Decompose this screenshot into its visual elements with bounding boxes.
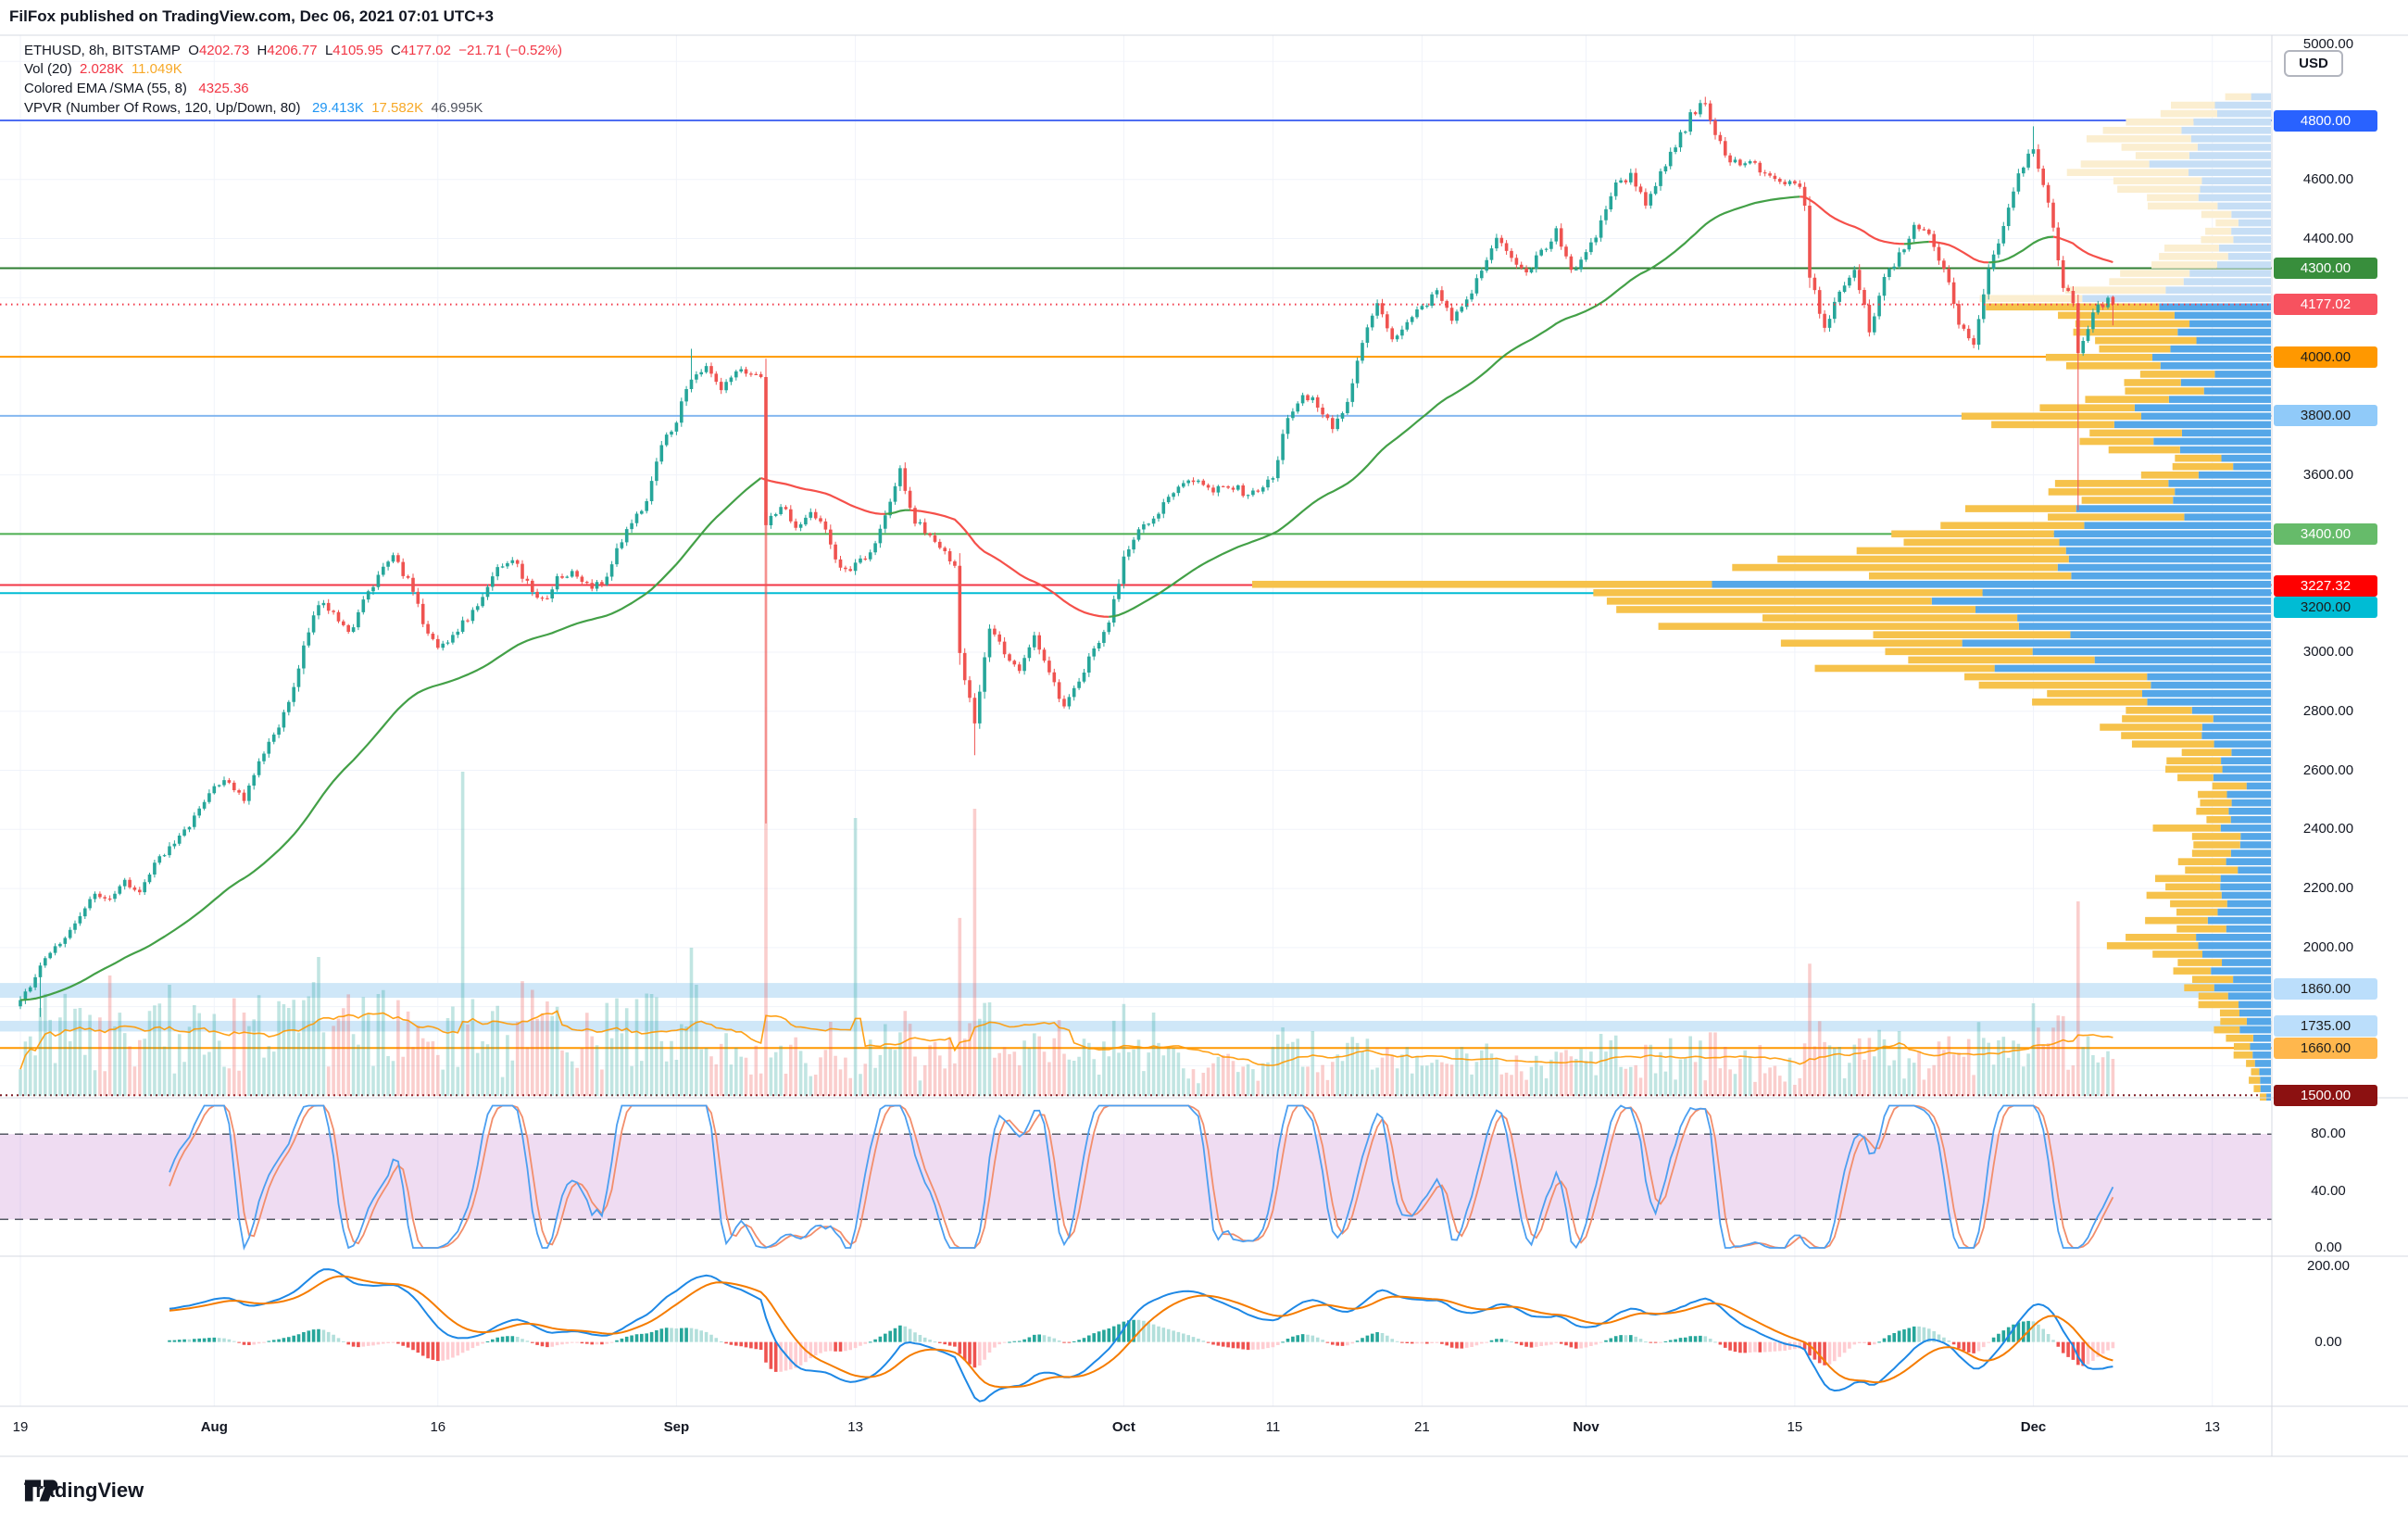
ema-value: 4325.36 [198,81,249,96]
volume-label: Vol (20) [24,61,72,77]
price-badge-3227.32: 3227.32 [2274,574,2377,597]
publish-header: FilFox published on TradingView.com, Dec… [9,7,494,25]
price-badge-1735.00: 1735.00 [2274,1014,2377,1037]
open-label: O [188,43,199,58]
high-value: 4206.77 [267,43,318,58]
stoch-tick-80.00: 80.00 [2311,1126,2346,1142]
time-tick-19: 19 [12,1419,29,1435]
price-tick-2800.00: 2800.00 [2302,702,2354,719]
price-badge-3800.00: 3800.00 [2274,405,2377,427]
currency-toggle-button[interactable]: USD [2284,50,2343,77]
legend-ema-row[interactable]: Colored EMA /SMA (55, 8) 4325.36 [24,81,249,96]
macd-signal-line [169,1275,2113,1389]
low-value: 4105.95 [332,43,383,58]
ema-line [19,195,2113,1001]
low-label: L [324,43,333,58]
time-tick-15: 15 [1787,1419,1803,1435]
legend-volume-row[interactable]: Vol (20) 2.028K 11.049K [24,61,182,77]
tradingview-logo [24,1479,58,1502]
change-value: −21.71 (−0.52%) [458,43,563,58]
legend-symbol-row[interactable]: ETHUSD, 8h, BITSTAMP O4202.73 H4206.77 L… [24,43,562,58]
vpvr-label: VPVR (Number Of Rows, 120, Up/Down, 80) [24,100,301,116]
price-tick-2000.00: 2000.00 [2302,938,2354,955]
volume-ma-value: 11.049K [131,61,182,77]
vpvr-profile [1252,93,2271,1101]
close-label: C [390,43,401,58]
price-badge-1660.00: 1660.00 [2274,1037,2377,1059]
stoch-k-line [169,1104,2114,1251]
open-value: 4202.73 [198,43,250,58]
price-tick-2400.00: 2400.00 [2302,821,2354,837]
macd-tick-0.00: 0.00 [2314,1333,2342,1350]
stoch-tick-0.00: 0.00 [2314,1240,2342,1255]
macd-pane [168,1268,2115,1403]
price-tick-5000.00: 5000.00 [2302,36,2354,52]
time-tick-16: 16 [430,1419,446,1435]
stoch-rsi-pane [0,1104,2272,1251]
price-badge-4800.00: 4800.00 [2274,109,2377,132]
candlesticks [19,96,2115,1017]
time-tick-Nov: Nov [1573,1419,1599,1435]
macd-tick-200.00: 200.00 [2307,1257,2350,1274]
vpvr-down-value: 17.582K [371,100,424,116]
time-tick-Aug: Aug [200,1419,228,1435]
time-tick-Dec: Dec [2020,1419,2047,1435]
price-badge-4000.00: 4000.00 [2274,346,2377,368]
time-tick-13: 13 [2204,1419,2221,1435]
price-tick-4600.00: 4600.00 [2302,170,2354,187]
legend-vpvr-row[interactable]: VPVR (Number Of Rows, 120, Up/Down, 80) … [24,100,483,116]
close-value: 4177.02 [400,43,451,58]
volume-value: 2.028K [80,61,124,77]
high-label: H [257,43,268,58]
vpvr-total-value: 46.995K [431,100,483,116]
price-badge-3400.00: 3400.00 [2274,522,2377,545]
stoch-tick-40.00: 40.00 [2311,1182,2346,1199]
price-badge-3200.00: 3200.00 [2274,596,2377,618]
price-tick-3000.00: 3000.00 [2302,643,2354,660]
price-badge-1860.00: 1860.00 [2274,978,2377,1000]
ema-label: Colored EMA /SMA (55, 8) [24,81,187,96]
price-badge-4300.00: 4300.00 [2274,257,2377,279]
price-tick-3600.00: 3600.00 [2302,466,2354,483]
current-price-badge: 4177.02 [2274,294,2377,316]
volume-ma-line [19,1010,2113,1070]
time-tick-Oct: Oct [1111,1419,1135,1435]
tradingview-footer[interactable]: TradingView [24,1479,144,1503]
volume-bars [19,512,2115,1096]
time-tick-11: 11 [1265,1419,1281,1435]
time-tick-13: 13 [847,1419,863,1435]
price-tick-2200.00: 2200.00 [2302,880,2354,897]
symbol-title: ETHUSD, 8h, BITSTAMP [24,43,181,58]
price-badge-1500.00: 1500.00 [2274,1084,2377,1106]
macd-line [169,1268,2113,1403]
time-tick-21: 21 [1414,1419,1430,1435]
vpvr-up-value: 29.413K [311,100,364,116]
support-bands [0,983,2272,1032]
pane-borders [0,34,2408,1457]
price-tick-2600.00: 2600.00 [2302,762,2354,778]
time-tick-Sep: Sep [663,1419,690,1435]
price-tick-4400.00: 4400.00 [2302,230,2354,246]
